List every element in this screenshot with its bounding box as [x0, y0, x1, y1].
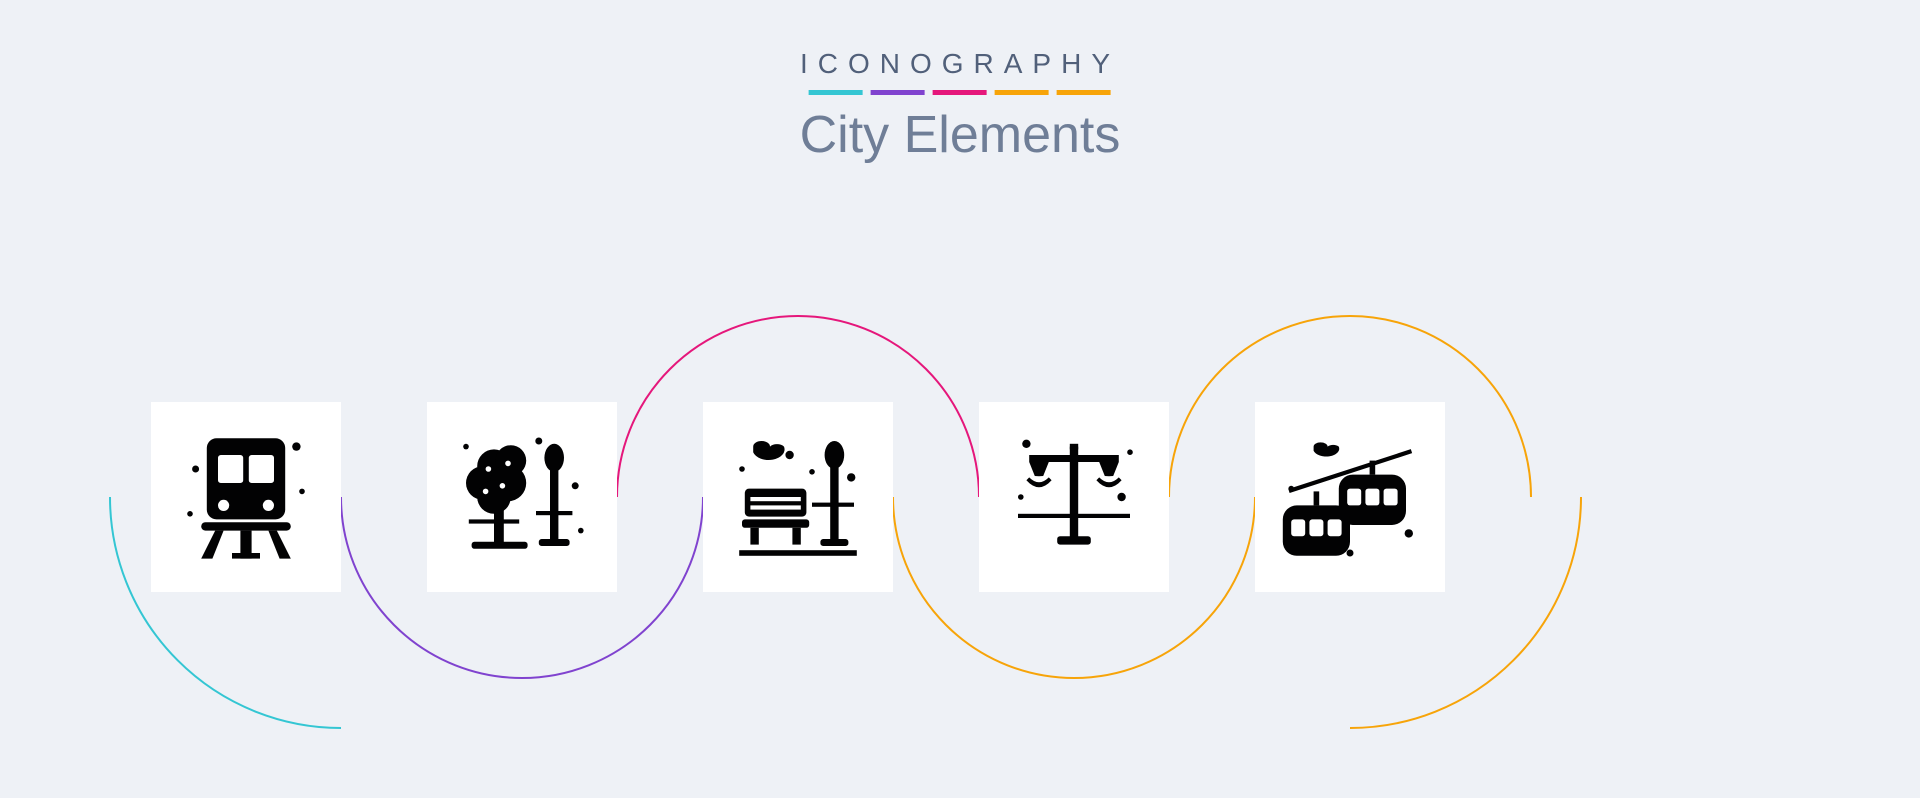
train-icon — [176, 427, 316, 567]
street-light-icon — [1004, 427, 1144, 567]
cable-car-icon — [1280, 427, 1420, 567]
bench-lamp-icon — [728, 427, 868, 567]
cards-row — [0, 0, 1920, 798]
card-cable-car — [1255, 402, 1445, 592]
card-bench-lamp — [703, 402, 893, 592]
card-street-light — [979, 402, 1169, 592]
park-tree-icon — [452, 427, 592, 567]
card-park-tree — [427, 402, 617, 592]
card-train — [151, 402, 341, 592]
